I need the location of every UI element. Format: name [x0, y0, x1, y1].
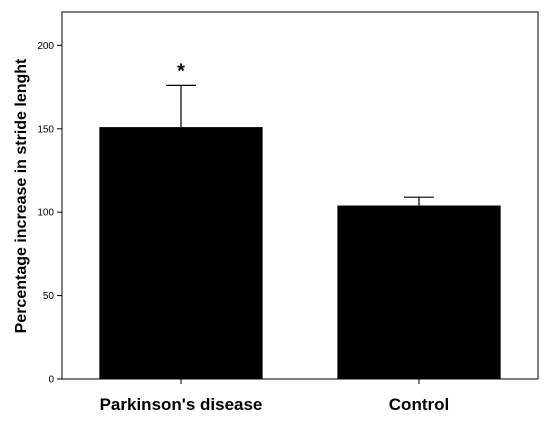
y-axis-title: Percentage increase in stride lenght: [13, 58, 30, 333]
bars-group: [99, 127, 501, 379]
y-axis: 0 50 100 150 200: [37, 41, 62, 386]
y-tick-label: 100: [37, 208, 54, 219]
plot-frame: [61, 11, 539, 380]
y-tick-label: 0: [48, 375, 54, 386]
significance-marker: *: [177, 60, 185, 82]
x-category-label: Control: [389, 395, 449, 414]
bar: [337, 205, 501, 379]
y-tick-label: 150: [37, 124, 54, 135]
bar: [99, 127, 263, 379]
x-category-label: Parkinson's disease: [100, 395, 263, 414]
x-axis: Parkinson's disease Control: [100, 379, 449, 414]
y-tick-label: 200: [37, 41, 54, 52]
error-bars-group: *: [166, 60, 434, 206]
y-tick-label: 50: [43, 291, 55, 302]
